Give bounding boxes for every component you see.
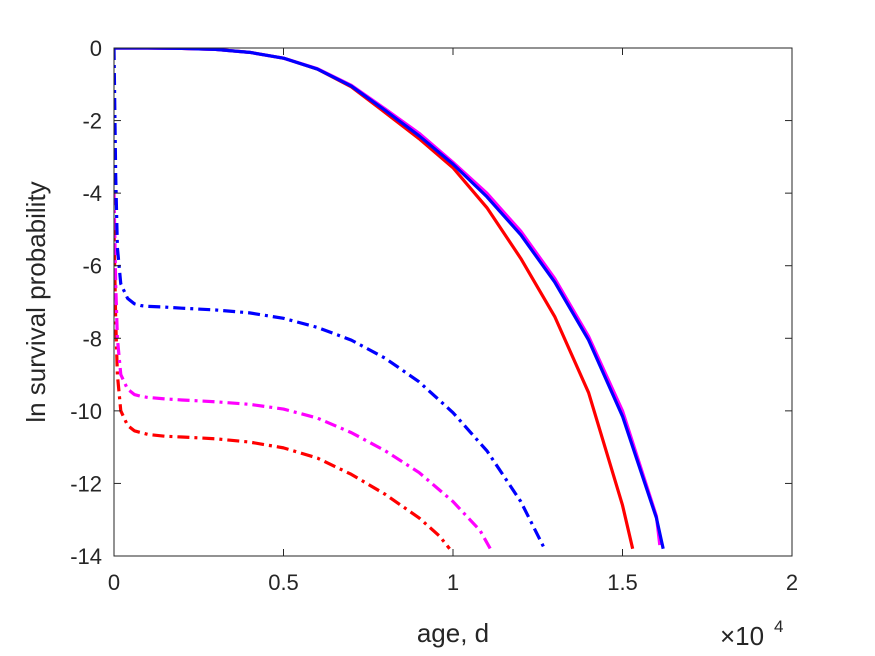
x-tick-label: 0.5 [268,570,299,595]
y-tick-label: -12 [70,471,102,496]
plot-area [114,48,792,556]
tick-layer: 0 0.5 1 1.5 2 0 -2 -4 -6 -8 -10 -12 -14 [70,36,798,595]
x-axis-label: age, d [417,618,489,648]
x-tick-label: 2 [786,570,798,595]
x-multiplier-base: ×10 [720,621,764,651]
y-tick-label: -4 [82,181,102,206]
x-tick-label: 1.5 [607,570,638,595]
y-tick-label: -2 [82,109,102,134]
series-line-3 [114,48,665,550]
x-tick-label: 0 [108,570,120,595]
series-line-5 [114,193,492,550]
y-axis-label: ln survival probability [21,181,51,422]
y-tick-label: 0 [90,36,102,61]
x-tick-label: 1 [447,570,459,595]
series-line-6 [114,48,546,550]
x-multiplier-exponent: 4 [774,617,783,636]
y-tick-label: -8 [82,326,102,351]
y-tick-label: -14 [70,544,102,569]
y-tick-label: -10 [70,399,102,424]
y-tick-label: -6 [82,254,102,279]
